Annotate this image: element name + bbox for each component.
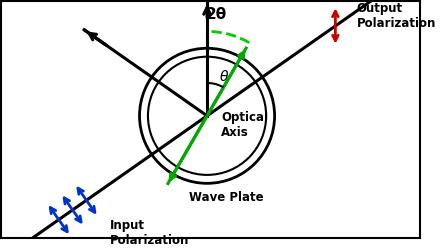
Text: Wave Plate: Wave Plate bbox=[189, 191, 263, 204]
Text: θ: θ bbox=[219, 70, 228, 84]
Text: Optical
Axis: Optical Axis bbox=[221, 111, 268, 139]
Text: 2θ: 2θ bbox=[206, 7, 227, 22]
Text: Output
Polarization: Output Polarization bbox=[357, 2, 436, 30]
Text: Input
Polarization: Input Polarization bbox=[110, 219, 190, 247]
